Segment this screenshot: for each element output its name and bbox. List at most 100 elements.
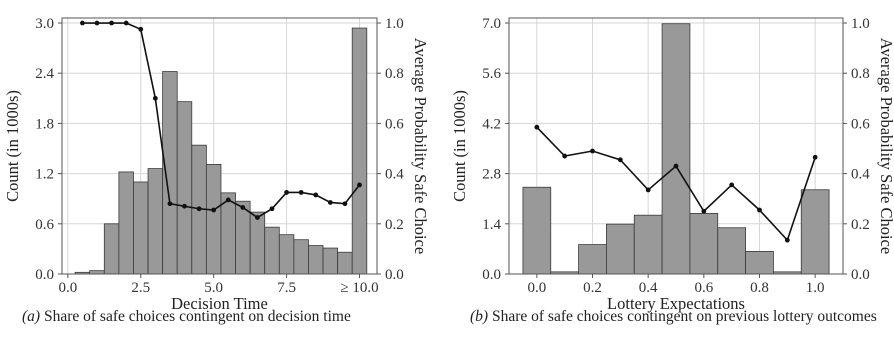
histogram-bar — [689, 213, 719, 275]
y-tick-label: 0.0 — [482, 267, 501, 283]
y-tick-label: 7.0 — [482, 16, 501, 32]
histogram-bar — [745, 251, 774, 275]
probability-point — [152, 95, 158, 101]
y2-axis-label: Average Probability Safe Choice — [877, 38, 894, 254]
y-tick-label: 2.8 — [482, 167, 501, 183]
probability-point — [645, 187, 651, 193]
y-tick-label: 3.0 — [35, 16, 54, 32]
histogram-bar — [118, 171, 134, 275]
x-tick-label: 2.5 — [131, 280, 150, 296]
probability-point — [673, 163, 679, 169]
probability-point — [298, 190, 304, 195]
y-tick-label: 1.2 — [35, 167, 54, 183]
histogram-bar — [322, 247, 339, 275]
probability-point — [255, 215, 260, 220]
y-tick-label: 0.0 — [35, 267, 54, 283]
probability-point — [269, 206, 275, 212]
probability-point — [167, 201, 173, 207]
probability-point — [80, 20, 85, 26]
chart-lottery-expectations: 0.0 0.2 0.4 0.6 0.8 1.0 0.0 1.4 2.8 4.2 5.6 7.0 0.0 0… — [450, 16, 894, 313]
histogram-bar — [176, 101, 193, 275]
probability-point — [313, 192, 319, 198]
y2-tick-label: 0.2 — [385, 217, 404, 233]
histogram-bar — [278, 234, 295, 275]
probability-point — [590, 148, 595, 154]
histogram-bar — [103, 223, 120, 275]
histogram-bar — [220, 192, 236, 275]
y2-tick-label: 0.6 — [851, 116, 870, 132]
histogram-bar — [337, 251, 353, 275]
probability-point — [240, 205, 246, 210]
plot-frame — [508, 17, 844, 275]
probability-point — [327, 200, 333, 205]
x-tick-label: 0.2 — [583, 280, 602, 296]
caption-a: (a) Share of safe choices contingent on … — [22, 306, 462, 327]
histogram-bar — [661, 23, 691, 275]
x-tick-label: 0.0 — [58, 280, 77, 296]
y-axis-label: Count (in 1000s) — [3, 90, 22, 202]
probability-point — [757, 207, 762, 213]
x-tick-label: 7.5 — [277, 280, 296, 296]
chart-decision-time: 0.0 2.5 5.0 7.5 ≥ 10.0 0.0 0.6 1.2 1.8 2.4 3.0 0.0 0… — [3, 16, 430, 313]
y2-tick-label: 0.8 — [385, 66, 404, 82]
y2-tick-label: 1.0 — [851, 16, 870, 32]
histogram-bar — [264, 226, 280, 275]
probability-point — [701, 208, 707, 214]
y2-tick-label: 1.0 — [385, 16, 404, 32]
histogram-bar — [147, 168, 164, 275]
histogram-bar — [633, 214, 663, 275]
y-tick-label: 1.8 — [35, 116, 54, 132]
histogram-bar — [205, 164, 222, 275]
histogram-bar — [717, 227, 746, 275]
y-tick-label: 0.6 — [35, 217, 54, 233]
probability-point — [123, 20, 129, 26]
x-tick-label: 5.0 — [204, 280, 223, 296]
y-tick-label: 1.4 — [482, 217, 501, 233]
x-axis-label: Lottery Expectations — [607, 294, 745, 313]
probability-point — [182, 203, 187, 209]
x-tick-label: 1.0 — [806, 280, 825, 296]
y-tick-label: 4.2 — [482, 116, 501, 132]
probability-point — [812, 154, 818, 160]
histogram-bar — [351, 27, 368, 275]
caption-b-tag: (b) — [470, 308, 489, 325]
probability-point — [784, 237, 790, 243]
plot-frame — [61, 17, 378, 275]
histogram-bar — [89, 270, 105, 275]
y2-tick-label: 0.2 — [851, 217, 870, 233]
probability-point — [211, 207, 217, 213]
x-axis-label: Decision Time — [171, 294, 268, 313]
x-tick-label: 0.6 — [694, 280, 713, 296]
x-tick-label: 0.4 — [639, 280, 658, 296]
y2-tick-label: 0.4 — [851, 167, 870, 183]
histogram-bar — [249, 211, 266, 275]
probability-point — [138, 26, 144, 32]
probability-point — [562, 153, 568, 159]
histogram-bar — [162, 71, 178, 275]
caption-b: (b) Share of safe choices contingent on … — [470, 306, 890, 327]
y2-tick-label: 0.0 — [385, 267, 404, 283]
probability-point — [342, 201, 348, 207]
y2-tick-label: 0.4 — [385, 167, 404, 183]
caption-b-text: Share of safe choices contingent on prev… — [491, 308, 877, 325]
y2-tick-label: 0.8 — [851, 66, 870, 82]
y-tick-label: 2.4 — [35, 66, 54, 82]
probability-point — [534, 124, 540, 130]
y2-tick-label: 0.0 — [851, 267, 870, 283]
histogram-bar — [133, 181, 149, 275]
histogram-bar — [522, 186, 552, 275]
probability-point — [109, 20, 114, 26]
probability-point — [729, 182, 735, 188]
probability-point — [196, 206, 202, 212]
caption-a-tag: (a) — [22, 308, 41, 325]
histogram-bar — [293, 239, 309, 275]
y2-axis-label: Average Probability Safe Choice — [411, 38, 430, 254]
probability-point — [357, 182, 362, 188]
y-tick-label: 5.6 — [482, 66, 501, 82]
y2-tick-label: 0.6 — [385, 116, 404, 132]
x-tick-label: 0.8 — [750, 280, 769, 296]
histogram-bar — [578, 244, 607, 275]
probability-point — [225, 197, 231, 203]
histogram-bar — [235, 200, 251, 275]
